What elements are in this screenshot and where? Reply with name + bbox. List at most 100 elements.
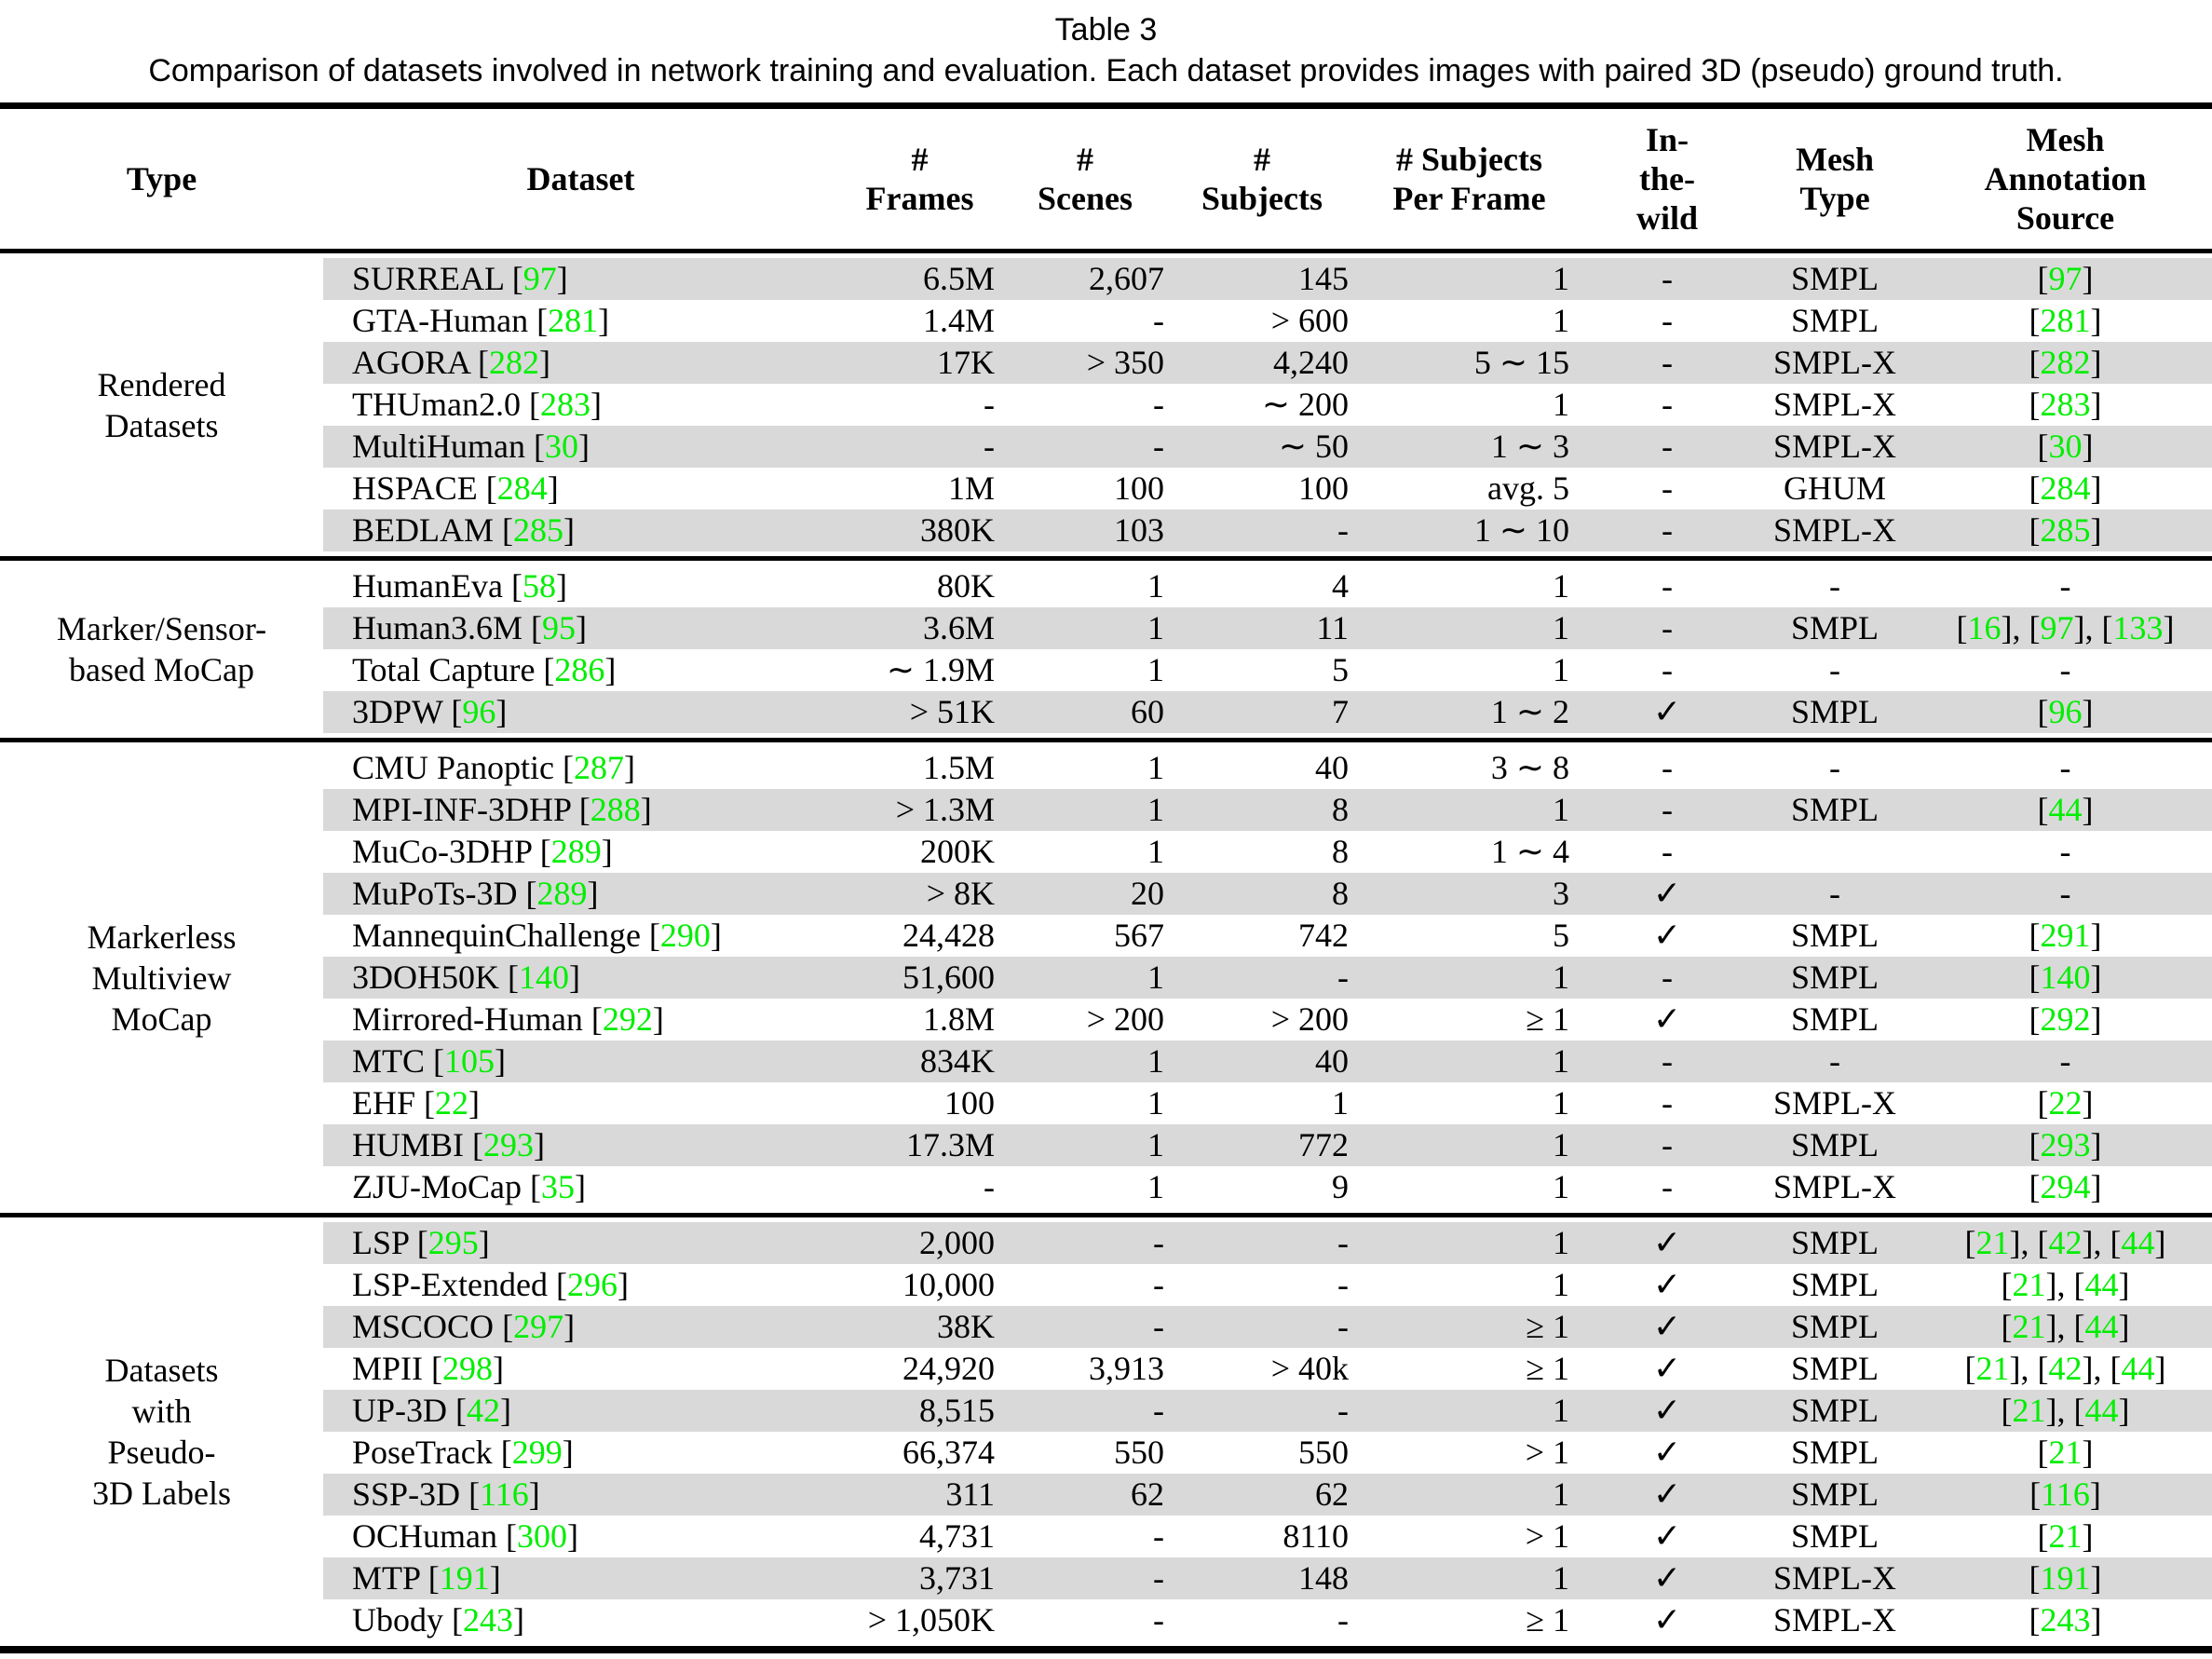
citation-number[interactable]: 291 bbox=[2040, 917, 2091, 954]
citation-ref[interactable]: [58] bbox=[511, 567, 567, 605]
citation-number[interactable]: 44 bbox=[2084, 1266, 2119, 1303]
citation-number[interactable]: 44 bbox=[2048, 791, 2083, 828]
citation-number[interactable]: 298 bbox=[442, 1350, 494, 1387]
citation-number[interactable]: 58 bbox=[522, 567, 556, 605]
citation-number[interactable]: 105 bbox=[444, 1042, 495, 1080]
citation-ref[interactable]: [284] bbox=[486, 469, 559, 507]
citation-ref[interactable]: [243] bbox=[452, 1601, 524, 1639]
citation-number[interactable]: 282 bbox=[2040, 344, 2091, 381]
citation-number[interactable]: 290 bbox=[659, 917, 711, 954]
citation-ref[interactable]: [133] bbox=[2102, 609, 2175, 646]
citation-number[interactable]: 285 bbox=[2040, 511, 2091, 549]
citation-ref[interactable]: [21] bbox=[1965, 1224, 2021, 1261]
citation-ref[interactable]: [286] bbox=[543, 651, 616, 688]
citation-ref[interactable]: [30] bbox=[2038, 428, 2094, 465]
citation-ref[interactable]: [292] bbox=[2029, 1000, 2102, 1038]
citation-ref[interactable]: [44] bbox=[2074, 1308, 2130, 1345]
citation-number[interactable]: 30 bbox=[2048, 428, 2083, 465]
citation-ref[interactable]: [289] bbox=[526, 875, 599, 912]
citation-number[interactable]: 96 bbox=[2048, 693, 2083, 730]
citation-ref[interactable]: [296] bbox=[556, 1266, 629, 1303]
citation-number[interactable]: 21 bbox=[1975, 1224, 2010, 1261]
citation-number[interactable]: 97 bbox=[522, 260, 557, 297]
citation-ref[interactable]: [283] bbox=[529, 386, 602, 423]
citation-number[interactable]: 22 bbox=[2048, 1084, 2083, 1122]
citation-ref[interactable]: [42] bbox=[2038, 1350, 2094, 1387]
citation-number[interactable]: 140 bbox=[519, 959, 569, 996]
citation-ref[interactable]: [243] bbox=[2029, 1601, 2102, 1639]
citation-number[interactable]: 300 bbox=[517, 1517, 567, 1555]
citation-ref[interactable]: [97] bbox=[512, 260, 568, 297]
citation-number[interactable]: 21 bbox=[2012, 1266, 2046, 1303]
citation-number[interactable]: 191 bbox=[2040, 1559, 2091, 1597]
citation-number[interactable]: 299 bbox=[511, 1434, 563, 1471]
citation-ref[interactable]: [16] bbox=[1957, 609, 2013, 646]
citation-number[interactable]: 42 bbox=[467, 1392, 501, 1429]
citation-number[interactable]: 140 bbox=[2040, 959, 2091, 996]
citation-ref[interactable]: [290] bbox=[649, 917, 722, 954]
citation-number[interactable]: 293 bbox=[2040, 1126, 2091, 1163]
citation-number[interactable]: 96 bbox=[462, 693, 496, 730]
citation-number[interactable]: 297 bbox=[513, 1308, 564, 1345]
citation-ref[interactable]: [281] bbox=[2029, 302, 2102, 339]
citation-number[interactable]: 284 bbox=[496, 469, 548, 507]
citation-ref[interactable]: [282] bbox=[2029, 344, 2102, 381]
citation-ref[interactable]: [116] bbox=[468, 1475, 540, 1513]
citation-ref[interactable]: [21] bbox=[2002, 1266, 2057, 1303]
citation-number[interactable]: 42 bbox=[2048, 1224, 2083, 1261]
citation-number[interactable]: 191 bbox=[439, 1559, 490, 1597]
citation-number[interactable]: 97 bbox=[2048, 260, 2083, 297]
citation-ref[interactable]: [294] bbox=[2029, 1168, 2102, 1205]
citation-ref[interactable]: [191] bbox=[428, 1559, 501, 1597]
citation-number[interactable]: 44 bbox=[2084, 1392, 2119, 1429]
citation-ref[interactable]: [105] bbox=[433, 1042, 506, 1080]
citation-number[interactable]: 289 bbox=[550, 833, 602, 870]
citation-ref[interactable]: [42] bbox=[2038, 1224, 2094, 1261]
citation-ref[interactable]: [44] bbox=[2074, 1392, 2130, 1429]
citation-number[interactable]: 21 bbox=[2048, 1434, 2083, 1471]
citation-number[interactable]: 286 bbox=[554, 651, 605, 688]
citation-ref[interactable]: [22] bbox=[2038, 1084, 2094, 1122]
citation-ref[interactable]: [283] bbox=[2029, 386, 2102, 423]
citation-ref[interactable]: [293] bbox=[472, 1126, 545, 1163]
citation-ref[interactable]: [281] bbox=[536, 302, 609, 339]
citation-ref[interactable]: [96] bbox=[2038, 693, 2094, 730]
citation-number[interactable]: 287 bbox=[574, 749, 625, 786]
citation-ref[interactable]: [285] bbox=[2029, 511, 2102, 549]
citation-ref[interactable]: [44] bbox=[2074, 1266, 2130, 1303]
citation-ref[interactable]: [293] bbox=[2029, 1126, 2102, 1163]
citation-number[interactable]: 243 bbox=[463, 1601, 513, 1639]
citation-number[interactable]: 293 bbox=[483, 1126, 535, 1163]
citation-number[interactable]: 296 bbox=[566, 1266, 617, 1303]
citation-ref[interactable]: [97] bbox=[2029, 609, 2085, 646]
citation-ref[interactable]: [284] bbox=[2029, 469, 2102, 507]
citation-ref[interactable]: [292] bbox=[591, 1000, 664, 1038]
citation-number[interactable]: 97 bbox=[2040, 609, 2074, 646]
citation-number[interactable]: 35 bbox=[541, 1168, 575, 1205]
citation-number[interactable]: 44 bbox=[2084, 1308, 2119, 1345]
citation-ref[interactable]: [140] bbox=[2029, 959, 2102, 996]
citation-number[interactable]: 95 bbox=[542, 609, 576, 646]
citation-number[interactable]: 133 bbox=[2112, 609, 2164, 646]
citation-number[interactable]: 282 bbox=[489, 344, 540, 381]
citation-number[interactable]: 42 bbox=[2048, 1350, 2083, 1387]
citation-number[interactable]: 295 bbox=[427, 1224, 479, 1261]
citation-ref[interactable]: [22] bbox=[424, 1084, 480, 1122]
citation-ref[interactable]: [299] bbox=[501, 1434, 574, 1471]
citation-number[interactable]: 285 bbox=[513, 511, 563, 549]
citation-ref[interactable]: [116] bbox=[2029, 1475, 2101, 1513]
citation-number[interactable]: 21 bbox=[2012, 1392, 2046, 1429]
citation-ref[interactable]: [44] bbox=[2038, 791, 2094, 828]
citation-number[interactable]: 44 bbox=[2121, 1224, 2155, 1261]
citation-ref[interactable]: [30] bbox=[534, 428, 590, 465]
citation-number[interactable]: 22 bbox=[435, 1084, 469, 1122]
citation-ref[interactable]: [97] bbox=[2038, 260, 2094, 297]
citation-ref[interactable]: [21] bbox=[2038, 1434, 2094, 1471]
citation-number[interactable]: 284 bbox=[2040, 469, 2091, 507]
citation-number[interactable]: 16 bbox=[1967, 609, 2002, 646]
citation-ref[interactable]: [21] bbox=[2002, 1308, 2057, 1345]
citation-ref[interactable]: [295] bbox=[417, 1224, 490, 1261]
citation-ref[interactable]: [21] bbox=[1965, 1350, 2021, 1387]
citation-ref[interactable]: [300] bbox=[506, 1517, 578, 1555]
citation-number[interactable]: 116 bbox=[480, 1475, 529, 1513]
